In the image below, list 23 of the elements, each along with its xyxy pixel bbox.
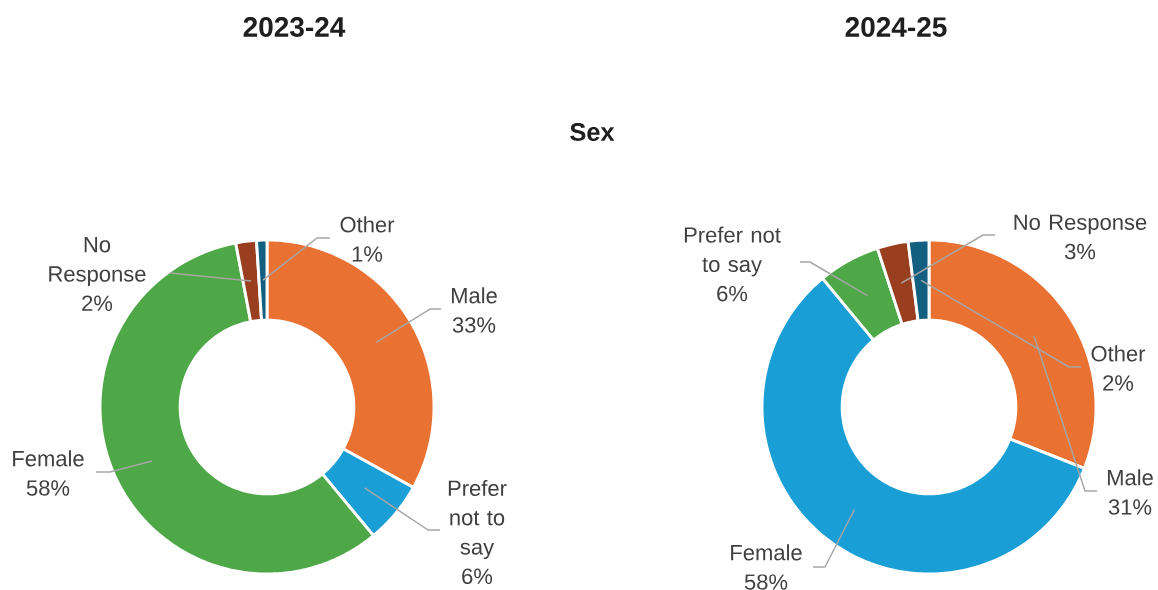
slice-label: Other [340,216,395,233]
slice-label: Female [13,450,84,467]
data-label: 31% [1108,499,1152,515]
slice-label: Other [1091,345,1146,362]
data-label: 6% [462,568,493,585]
slice-label: Male [451,287,497,304]
slice-label: No Response [1014,214,1147,235]
slice-label: Prefer not to say [448,479,507,560]
data-label: 58% [744,574,788,590]
data-label: 58% [26,480,70,496]
data-label: 2% [1103,375,1134,391]
slice-label: No Response [49,237,146,287]
slice-label: Prefer not to say [684,226,781,277]
text: Sex [570,123,615,141]
data-label: 3% [1064,243,1096,260]
chart-title: 2024-25 [845,17,947,37]
data-label: 1% [352,246,383,262]
data-label: 33% [452,317,496,333]
data-label: 2% [82,295,113,311]
data-label: 6% [717,285,748,302]
slice-label: Male [1107,469,1153,486]
chart-title: 2023-24 [243,17,346,37]
slice-label: Female [731,544,802,561]
